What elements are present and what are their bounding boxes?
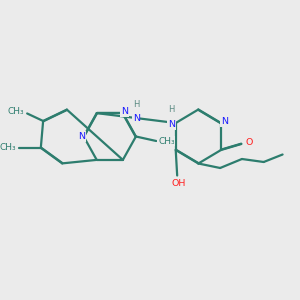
Text: CH₃: CH₃ [8,107,24,116]
Text: CH₃: CH₃ [0,143,16,152]
Text: OH: OH [171,179,186,188]
Text: N: N [78,132,85,141]
Text: N: N [121,107,128,116]
Text: CH₃: CH₃ [158,136,175,146]
Text: H: H [168,105,175,114]
Text: H: H [133,100,140,109]
Text: N: N [168,120,175,129]
Text: N: N [221,117,228,126]
Text: O: O [246,138,253,147]
Text: N: N [133,114,140,123]
